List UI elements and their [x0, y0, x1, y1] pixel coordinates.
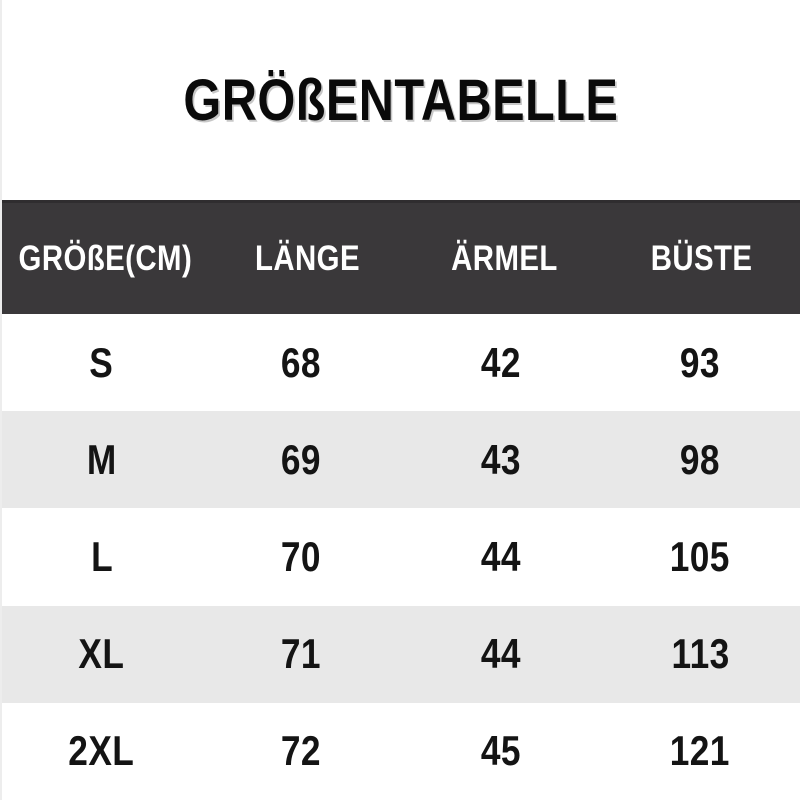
- bueste-value: 113: [671, 630, 730, 678]
- table-row-l: L 70 44 105: [2, 508, 800, 606]
- header-cell-laenge: LÄNGE: [245, 239, 370, 279]
- size-value: XL: [78, 630, 125, 678]
- laenge-cell: 71: [277, 630, 325, 678]
- laenge-cell: 72: [277, 727, 325, 775]
- laenge-value: 69: [281, 435, 322, 483]
- bueste-cell: 93: [676, 339, 724, 387]
- size-value: L: [90, 533, 113, 580]
- laenge-value: 70: [281, 533, 322, 580]
- page-title: GRÖßENTABELLE: [142, 67, 660, 134]
- table-row-2xl: 2XL 72 45 121: [2, 702, 800, 800]
- aermel-value: 44: [480, 630, 521, 678]
- bueste-cell: 98: [676, 436, 724, 484]
- header-cell-bueste: BÜSTE: [641, 239, 762, 279]
- laenge-value: 71: [281, 630, 322, 678]
- bueste-cell: 121: [664, 727, 736, 775]
- aermel-cell: 42: [477, 339, 525, 387]
- bueste-value: 98: [680, 435, 721, 483]
- size-value: 2XL: [68, 727, 135, 775]
- header-cell-groesse: GRÖßE(CM): [2, 239, 209, 279]
- size-cell: M: [84, 436, 120, 484]
- laenge-cell: 69: [277, 436, 325, 484]
- size-table: GRÖßE(CM) LÄNGE ÄRMEL BÜSTE S 68 42 93 M…: [2, 200, 800, 800]
- header-cell-groesse-label: GRÖßE(CM): [18, 238, 193, 278]
- aermel-cell: 45: [477, 727, 525, 775]
- aermel-cell: 43: [477, 436, 525, 484]
- bueste-value: 105: [670, 533, 731, 580]
- aermel-value: 42: [480, 338, 521, 386]
- size-value: S: [89, 338, 114, 386]
- aermel-cell: 44: [477, 630, 525, 678]
- bueste-value: 121: [670, 727, 731, 775]
- size-cell: L: [89, 533, 115, 581]
- table-row-xl: XL 71 44 113: [2, 605, 800, 703]
- aermel-value: 44: [480, 533, 521, 580]
- header-cell-laenge-label: LÄNGE: [254, 238, 360, 278]
- title-area: GRÖßENTABELLE: [2, 0, 800, 200]
- page-title-text: GRÖßENTABELLE: [183, 67, 619, 133]
- table-header-row: GRÖßE(CM) LÄNGE ÄRMEL BÜSTE: [2, 200, 800, 314]
- laenge-value: 72: [281, 727, 322, 775]
- table-row-s: S 68 42 93: [2, 314, 800, 412]
- size-cell: XL: [74, 630, 129, 678]
- size-cell: 2XL: [62, 727, 141, 775]
- table-row-m: M 69 43 98: [2, 411, 800, 509]
- laenge-cell: 68: [277, 339, 325, 387]
- header-cell-bueste-label: BÜSTE: [650, 238, 753, 278]
- size-cell: S: [87, 339, 116, 387]
- aermel-value: 43: [480, 435, 521, 483]
- laenge-cell: 70: [277, 533, 325, 581]
- bueste-cell: 105: [664, 533, 736, 581]
- bueste-value: 93: [680, 338, 721, 386]
- laenge-value: 68: [281, 338, 322, 386]
- size-value: M: [86, 435, 117, 483]
- aermel-cell: 44: [477, 533, 525, 581]
- header-cell-aermel: ÄRMEL: [441, 239, 568, 279]
- bueste-cell: 113: [666, 630, 735, 678]
- header-cell-aermel-label: ÄRMEL: [451, 238, 558, 278]
- aermel-value: 45: [480, 727, 521, 775]
